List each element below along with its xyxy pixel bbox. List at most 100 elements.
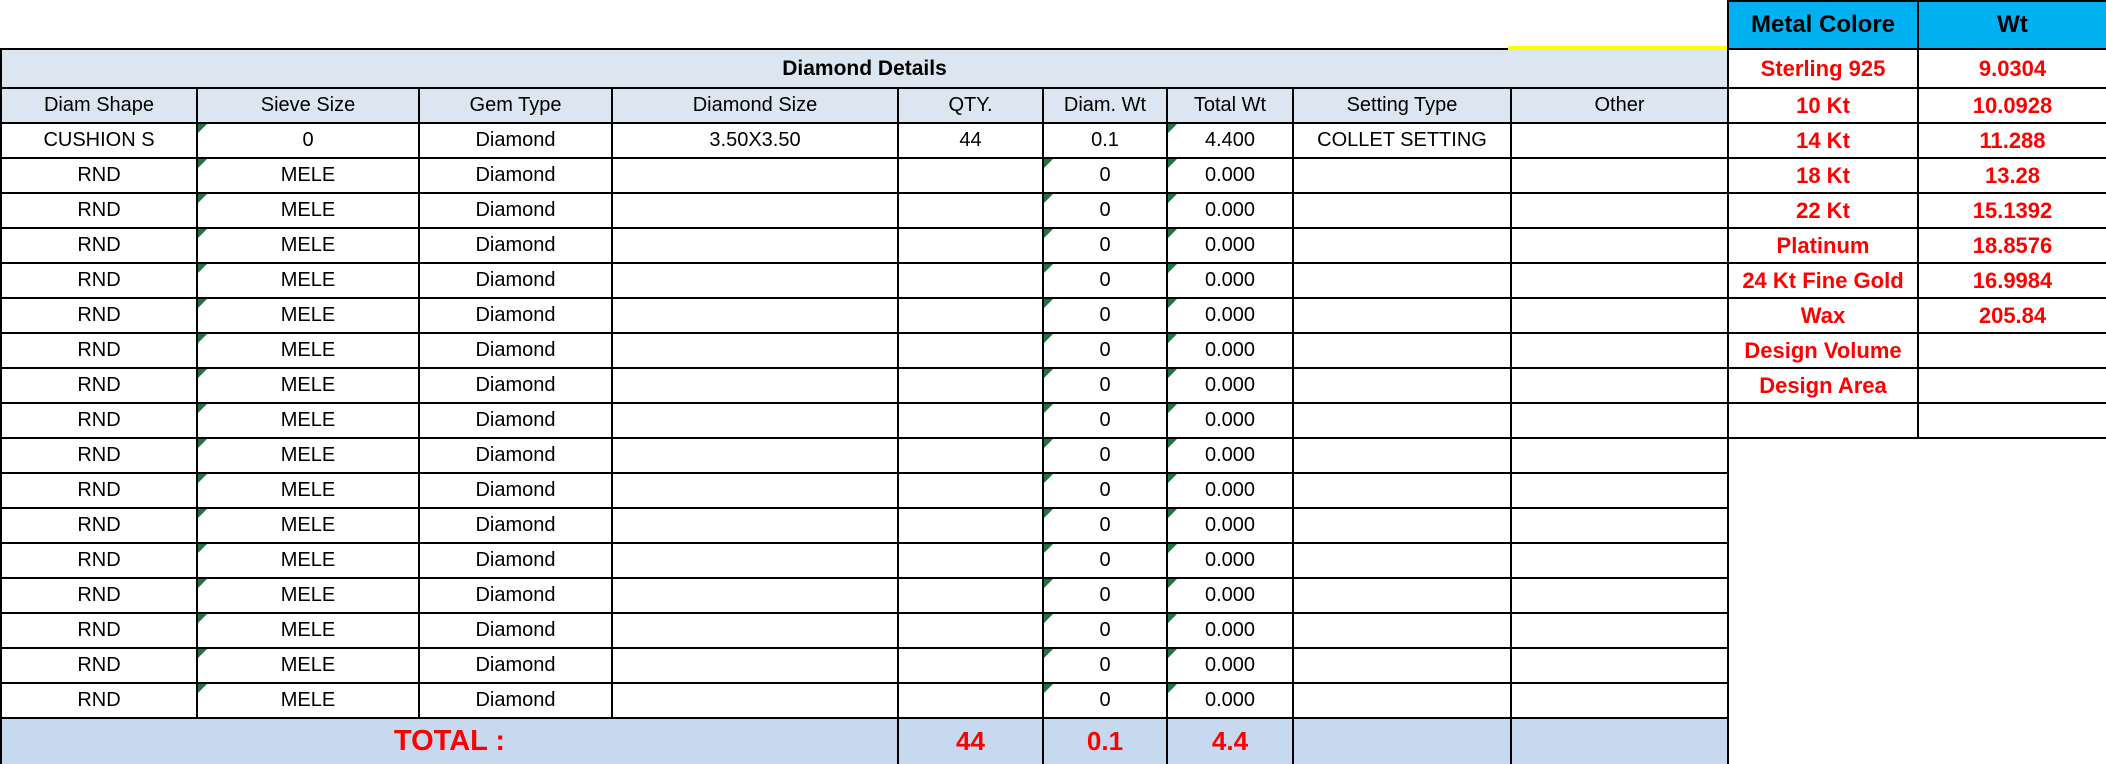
cell-other[interactable]: [1509, 367, 1730, 404]
cell-qty[interactable]: [897, 542, 1044, 579]
cell-diam-wt[interactable]: 0: [1042, 472, 1168, 509]
cell-metal-name[interactable]: 24 Kt Fine Gold: [1727, 262, 1919, 299]
cell-setting-type[interactable]: [1292, 647, 1512, 684]
cell-setting-type[interactable]: [1292, 507, 1512, 544]
cell-diamond-size[interactable]: [611, 437, 899, 474]
cell-metal-name[interactable]: Sterling 925: [1727, 48, 1919, 89]
cell-other[interactable]: [1509, 507, 1730, 544]
cell-total-wt[interactable]: 0.000: [1166, 367, 1294, 404]
cell-diam-shape[interactable]: RND: [0, 367, 198, 404]
cell-diam-shape[interactable]: RND: [0, 192, 198, 229]
total-diam-wt[interactable]: 0.1: [1042, 717, 1168, 764]
cell-setting-type[interactable]: [1292, 262, 1512, 299]
cell-diamond-size[interactable]: [611, 577, 899, 614]
col-header-total-wt[interactable]: Total Wt: [1166, 87, 1294, 124]
cell-other[interactable]: [1509, 157, 1730, 194]
cell-sieve-size[interactable]: MELE: [196, 472, 420, 509]
cell-other[interactable]: [1509, 542, 1730, 579]
cell-total-wt[interactable]: 0.000: [1166, 297, 1294, 334]
cell-metal-weight[interactable]: 13.28: [1917, 157, 2106, 194]
cell-diamond-size[interactable]: [611, 612, 899, 649]
cell-metal-weight[interactable]: [1917, 332, 2106, 369]
cell-gem-type[interactable]: Diamond: [418, 577, 613, 614]
cell-qty[interactable]: [897, 682, 1044, 719]
cell-qty[interactable]: [897, 367, 1044, 404]
cell-diam-shape[interactable]: RND: [0, 332, 198, 369]
cell-diam-shape[interactable]: RND: [0, 682, 198, 719]
cell-diam-shape[interactable]: RND: [0, 437, 198, 474]
col-header-metal-colore[interactable]: Metal Colore: [1727, 0, 1919, 50]
cell-diam-shape[interactable]: RND: [0, 227, 198, 264]
cell-gem-type[interactable]: Diamond: [418, 612, 613, 649]
cell-gem-type[interactable]: Diamond: [418, 402, 613, 439]
col-header-diamond-size[interactable]: Diamond Size: [611, 87, 899, 124]
cell-diam-wt[interactable]: 0: [1042, 402, 1168, 439]
total-setting-type-cell[interactable]: [1292, 717, 1512, 764]
cell-setting-type[interactable]: [1292, 367, 1512, 404]
cell-gem-type[interactable]: Diamond: [418, 542, 613, 579]
cell-diam-shape[interactable]: RND: [0, 577, 198, 614]
cell-diamond-size[interactable]: [611, 647, 899, 684]
cell-setting-type[interactable]: [1292, 192, 1512, 229]
cell-setting-type[interactable]: [1292, 332, 1512, 369]
col-header-gem-type[interactable]: Gem Type: [418, 87, 613, 124]
col-header-qty[interactable]: QTY.: [897, 87, 1044, 124]
cell-qty[interactable]: [897, 612, 1044, 649]
cell-setting-type[interactable]: [1292, 682, 1512, 719]
cell-other[interactable]: [1509, 577, 1730, 614]
cell-diamond-size[interactable]: [611, 507, 899, 544]
cell-diam-shape[interactable]: CUSHION S: [0, 122, 198, 159]
cell-gem-type[interactable]: Diamond: [418, 192, 613, 229]
cell-diamond-size[interactable]: [611, 332, 899, 369]
cell-total-wt[interactable]: 0.000: [1166, 647, 1294, 684]
cell-diam-shape[interactable]: RND: [0, 647, 198, 684]
cell-diam-wt[interactable]: 0: [1042, 297, 1168, 334]
cell-setting-type[interactable]: [1292, 402, 1512, 439]
cell-metal-name[interactable]: 22 Kt: [1727, 192, 1919, 229]
cell-sieve-size[interactable]: MELE: [196, 507, 420, 544]
cell-gem-type[interactable]: Diamond: [418, 297, 613, 334]
total-other-cell[interactable]: [1509, 717, 1730, 764]
cell-qty[interactable]: [897, 577, 1044, 614]
table-title[interactable]: Diamond Details: [0, 48, 1730, 89]
cell-qty[interactable]: [897, 472, 1044, 509]
cell-sieve-size[interactable]: MELE: [196, 437, 420, 474]
cell-total-wt[interactable]: 4.400: [1166, 122, 1294, 159]
cell-total-wt[interactable]: 0.000: [1166, 577, 1294, 614]
cell-qty[interactable]: [897, 297, 1044, 334]
cell-qty[interactable]: [897, 157, 1044, 194]
cell-metal-name[interactable]: Wax: [1727, 297, 1919, 334]
cell-diam-wt[interactable]: 0.1: [1042, 122, 1168, 159]
col-header-diam-wt[interactable]: Diam. Wt: [1042, 87, 1168, 124]
cell-other[interactable]: [1509, 437, 1730, 474]
cell-metal-weight[interactable]: [1917, 367, 2106, 404]
cell-other[interactable]: [1509, 647, 1730, 684]
cell-qty[interactable]: [897, 647, 1044, 684]
cell-sieve-size[interactable]: MELE: [196, 332, 420, 369]
cell-total-wt[interactable]: 0.000: [1166, 402, 1294, 439]
cell-diam-wt[interactable]: 0: [1042, 647, 1168, 684]
cell-other[interactable]: [1509, 612, 1730, 649]
cell-total-wt[interactable]: 0.000: [1166, 157, 1294, 194]
cell-other[interactable]: [1509, 332, 1730, 369]
cell-sieve-size[interactable]: MELE: [196, 612, 420, 649]
cell-diam-shape[interactable]: RND: [0, 297, 198, 334]
cell-diam-shape[interactable]: RND: [0, 472, 198, 509]
cell-diam-wt[interactable]: 0: [1042, 157, 1168, 194]
cell-other[interactable]: [1509, 402, 1730, 439]
col-header-diam-shape[interactable]: Diam Shape: [0, 87, 198, 124]
cell-diam-wt[interactable]: 0: [1042, 577, 1168, 614]
cell-metal-name[interactable]: 10 Kt: [1727, 87, 1919, 124]
cell-metal-weight[interactable]: 16.9984: [1917, 262, 2106, 299]
cell-diam-wt[interactable]: 0: [1042, 437, 1168, 474]
total-qty[interactable]: 44: [897, 717, 1044, 764]
cell-sieve-size[interactable]: MELE: [196, 227, 420, 264]
cell-metal-weight[interactable]: 18.8576: [1917, 227, 2106, 264]
cell-diamond-size[interactable]: [611, 297, 899, 334]
cell-other[interactable]: [1509, 472, 1730, 509]
cell-sieve-size[interactable]: MELE: [196, 297, 420, 334]
cell-metal-name[interactable]: 14 Kt: [1727, 122, 1919, 159]
cell-total-wt[interactable]: 0.000: [1166, 472, 1294, 509]
col-header-setting-type[interactable]: Setting Type: [1292, 87, 1512, 124]
cell-diam-wt[interactable]: 0: [1042, 262, 1168, 299]
